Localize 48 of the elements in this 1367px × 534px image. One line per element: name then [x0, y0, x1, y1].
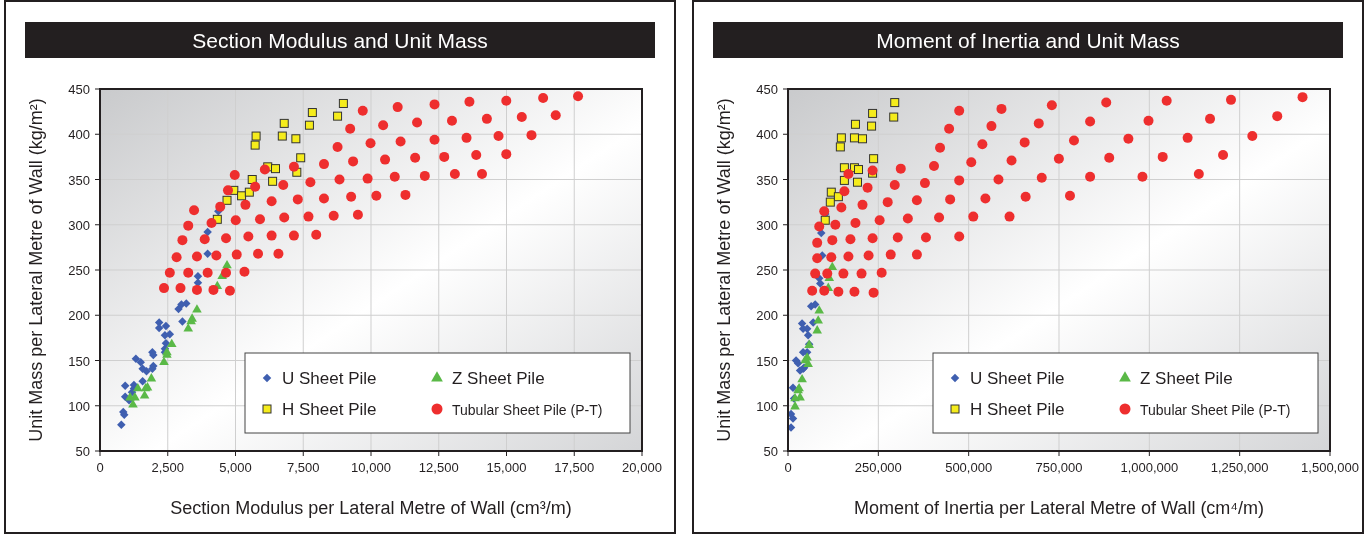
y-tick-label: 450: [68, 82, 90, 97]
y-tick-label: 150: [756, 353, 778, 369]
legend-label: Z Sheet Pile: [1140, 369, 1233, 388]
y-tick-label: 400: [68, 127, 90, 143]
y-axis-title: Unit Mass per Lateral Metre of Wall (kg/m²): [26, 98, 46, 442]
y-tick-label: 300: [68, 217, 90, 233]
y-tick-label: 100: [68, 398, 90, 414]
x-tick-label: 5,000: [219, 460, 252, 475]
x-tick-label: 2,500: [151, 460, 185, 475]
x-tick-label: 500,000: [945, 460, 993, 475]
x-axis-title: Section Modulus per Lateral Metre of Wall (cm³/m): [170, 498, 572, 518]
legend-label: Z Sheet Pile: [452, 369, 545, 388]
x-tick-label: 10,000: [351, 460, 391, 475]
y-tick-label: 350: [68, 172, 90, 188]
y-axis-title: Unit Mass per Lateral Metre of Wall (kg/m²): [714, 98, 734, 442]
legend-label: H Sheet Pile: [282, 400, 377, 419]
y-tick-label: 300: [756, 217, 778, 233]
y-tick-label: 250: [756, 263, 778, 278]
x-tick-label: 250,000: [854, 460, 902, 475]
x-tick-label: 0: [784, 460, 792, 475]
x-axis-title: Moment of Inertia per Lateral Metre of Wall (cm⁴/m): [853, 498, 1265, 518]
y-tick-label: 450: [756, 82, 778, 97]
x-tick-label: 20,000: [622, 460, 662, 475]
x-tick-label: 12,500: [418, 460, 459, 475]
legend-label: Tubular Sheet Pile (P-T): [452, 402, 603, 418]
y-tick-label: 100: [756, 398, 778, 414]
y-tick-label: 200: [756, 308, 778, 324]
x-tick-label: 17,500: [554, 460, 595, 475]
y-tick-label: 400: [756, 127, 778, 143]
y-tick-label: 150: [68, 353, 90, 369]
x-tick-label: 1,000,000: [1120, 460, 1179, 475]
y-tick-label: 350: [756, 172, 778, 188]
legend-label: H Sheet Pile: [970, 400, 1065, 419]
x-tick-label: 1,250,000: [1210, 460, 1269, 475]
y-tick-label: 50: [75, 444, 90, 459]
legend-label: U Sheet Pile: [970, 369, 1065, 388]
x-tick-label: 15,000: [486, 460, 527, 475]
chart-title: Moment of Inertia and Unit Mass: [876, 29, 1180, 52]
legend-label: Tubular Sheet Pile (P-T): [1140, 402, 1291, 418]
legend-label: U Sheet Pile: [282, 369, 377, 388]
x-tick-label: 0: [96, 460, 104, 475]
chart-title: Section Modulus and Unit Mass: [192, 29, 488, 52]
y-tick-label: 200: [68, 308, 90, 324]
y-tick-label: 250: [68, 263, 90, 278]
y-tick-label: 50: [763, 444, 778, 459]
x-tick-label: 750,000: [1035, 460, 1083, 475]
x-tick-label: 1,500,000: [1301, 460, 1359, 475]
x-tick-label: 7,500: [286, 460, 320, 475]
